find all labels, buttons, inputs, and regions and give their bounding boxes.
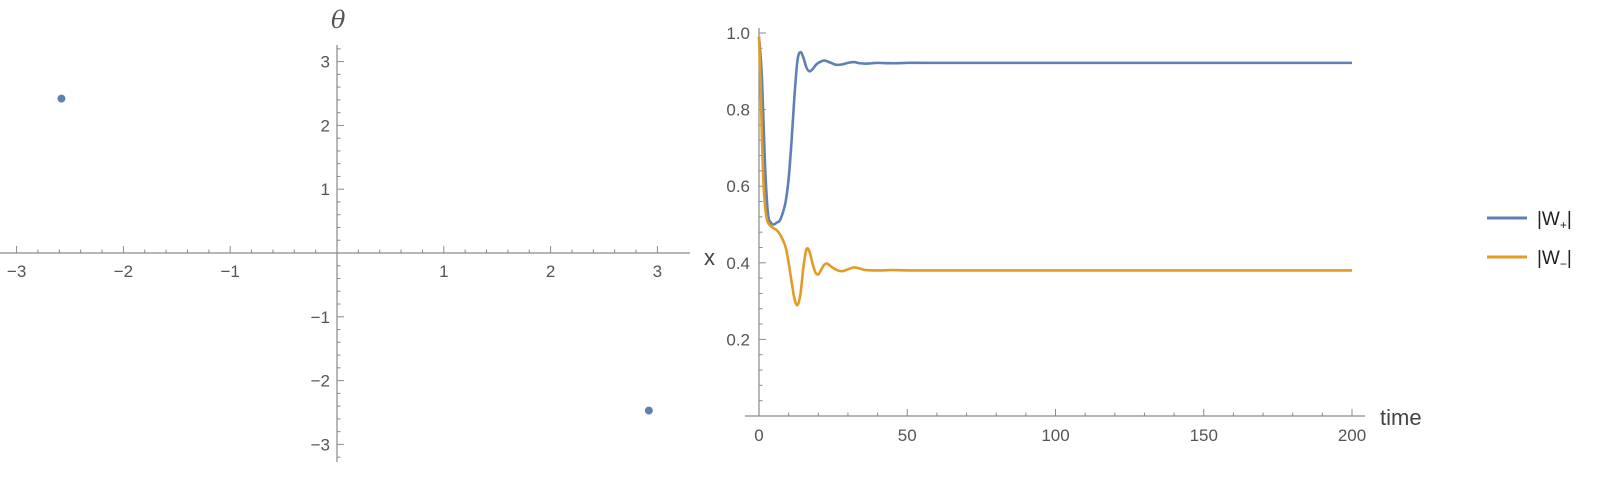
scatter-y-tick-label: 3	[321, 53, 330, 72]
series-line-w-minus	[757, 36, 1352, 307]
scatter-y-tick-label: 1	[321, 180, 330, 199]
line-x-axis-label: time	[1380, 405, 1422, 430]
scatter-points	[57, 94, 653, 415]
line-x-tick-label: 200	[1338, 426, 1366, 445]
line-x-tick-label: 50	[898, 426, 917, 445]
line-y-tick-label: 0.6	[726, 177, 750, 196]
scatter-y-tick-label: −2	[311, 372, 330, 391]
scatter-y-tick-label: −3	[311, 435, 330, 454]
line-x-tick-label: 150	[1190, 426, 1218, 445]
scatter-axes: −3 −2 −1 1 2 3 −3 −2 −1 1 2 3	[0, 45, 690, 462]
scatter-panel: −3 −2 −1 1 2 3 −3 −2 −1 1 2 3 x θ	[0, 6, 715, 462]
line-x-tick-label: 0	[754, 426, 763, 445]
svg-text:|W+|: |W+|	[1537, 209, 1572, 232]
scatter-point	[57, 94, 66, 103]
legend-label-w-plus-base: |W	[1537, 209, 1560, 230]
line-panel: 0 50 100 150 200 0.2 0.4 0.6 0.8 1.0 time	[726, 24, 1421, 445]
scatter-y-tick-label: −1	[311, 308, 330, 327]
line-y-tick-label: 1.0	[726, 24, 750, 43]
scatter-y-tick-label: 2	[321, 116, 330, 135]
scatter-x-tick-label: 2	[546, 262, 555, 281]
line-y-tick-label: 0.2	[726, 330, 750, 349]
scatter-x-tick-label: −1	[221, 262, 240, 281]
svg-text:|W−|: |W−|	[1537, 248, 1572, 271]
legend: |W+| |W−|	[1487, 209, 1572, 271]
scatter-x-tick-label: −3	[7, 262, 26, 281]
line-series	[757, 36, 1352, 307]
scatter-x-axis-label: x	[704, 245, 715, 270]
legend-item-w-minus: |W−|	[1487, 248, 1572, 271]
legend-label-w-minus-end: |	[1567, 248, 1572, 269]
legend-label-w-plus-end: |	[1567, 209, 1572, 230]
series-line-w-plus	[757, 36, 1352, 226]
line-axes: 0 50 100 150 200 0.2 0.4 0.6 0.8 1.0	[726, 24, 1366, 445]
line-x-tick-label: 100	[1041, 426, 1069, 445]
legend-label-w-minus-sub: −	[1560, 257, 1567, 271]
legend-label-w-minus-base: |W	[1537, 248, 1560, 269]
line-y-tick-label: 0.4	[726, 254, 750, 273]
legend-label-w-plus-sub: +	[1560, 218, 1567, 232]
scatter-y-axis-label: θ	[331, 6, 346, 34]
scatter-x-tick-label: −2	[114, 262, 133, 281]
scatter-x-tick-label: 1	[439, 262, 448, 281]
scatter-point	[644, 406, 653, 415]
line-y-tick-label: 0.8	[726, 101, 750, 120]
legend-item-w-plus: |W+|	[1487, 209, 1572, 232]
scatter-x-tick-label: 3	[653, 262, 662, 281]
